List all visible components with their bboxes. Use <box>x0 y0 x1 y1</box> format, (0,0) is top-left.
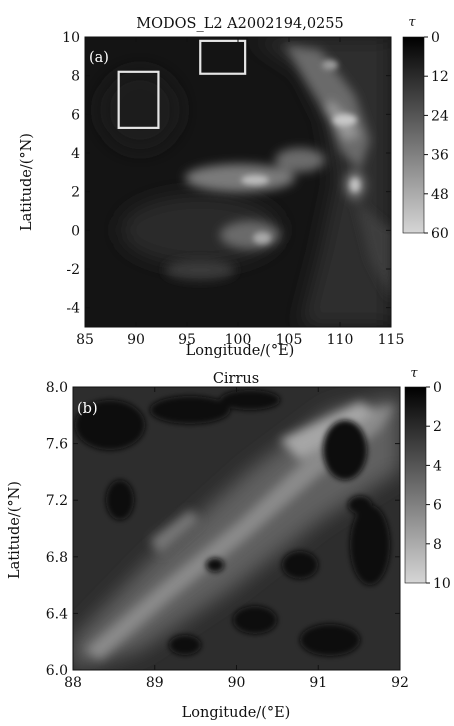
panel-a-ylabel: Latitude/(°N) <box>19 133 35 231</box>
colorbar-tick-label: 12 <box>431 69 449 85</box>
panel-b-axes: 88 89 90 91 92 8.0 7.6 7.2 6.8 6.4 6.0 <box>46 380 409 691</box>
panel-a: MODOS_L2 A2002194,0255 <box>19 15 449 359</box>
colorbar-tick-label: 60 <box>431 226 449 242</box>
y-tick-label: 6 <box>71 107 80 123</box>
panel-b-xlabel: Longitude/(°E) <box>182 705 291 721</box>
x-tick-label: 100 <box>225 332 252 348</box>
panel-b: Cirrus <box>7 366 451 721</box>
x-tick-label: 90 <box>228 675 246 691</box>
colorbar-tick-label: 0 <box>431 30 440 46</box>
y-tick-label: 7.2 <box>46 493 68 509</box>
panel-b-colorbar-ticks: 0 2 4 6 8 10 <box>426 380 451 592</box>
y-tick-label: -4 <box>66 301 80 317</box>
x-tick-label: 89 <box>146 675 164 691</box>
colorbar-tick-label: 24 <box>431 108 449 124</box>
panel-b-label: (b) <box>77 401 98 417</box>
panel-a-label: (a) <box>89 50 109 66</box>
colorbar-tick-label: 10 <box>433 576 451 592</box>
panel-a-colorbar-ticks: 0 12 24 36 48 60 <box>424 30 449 242</box>
y-tick-label: 2 <box>71 185 80 201</box>
panel-a-colorbar <box>402 36 425 234</box>
panel-a-image <box>85 37 391 327</box>
panel-b-colorbar-label: τ <box>410 366 418 381</box>
panel-a-xlabel: Longitude/(°E) <box>186 343 295 359</box>
panel-a-colorbar-label: τ <box>408 15 416 30</box>
x-tick-label: 105 <box>276 332 303 348</box>
x-tick-label: 95 <box>178 332 196 348</box>
x-tick-label: 90 <box>127 332 145 348</box>
panel-a-axes: 85 90 95 100 105 110 115 10 8 6 4 2 0 -2 -4 <box>62 30 404 348</box>
y-tick-label: 8.0 <box>46 380 68 396</box>
colorbar-tick-label: 2 <box>433 419 442 435</box>
panel-b-title: Cirrus <box>213 371 259 387</box>
panel-b-image <box>73 387 400 670</box>
x-tick-label: 92 <box>391 675 409 691</box>
colorbar-tick-label: 6 <box>433 498 442 514</box>
colorbar-tick-label: 4 <box>433 458 442 474</box>
colorbar-tick-label: 0 <box>433 380 442 396</box>
colorbar-tick-label: 8 <box>433 537 442 553</box>
x-tick-label: 85 <box>76 332 94 348</box>
y-tick-label: 8 <box>71 69 80 85</box>
annotation-box-b-region <box>117 70 160 129</box>
x-tick-label: 115 <box>378 332 405 348</box>
panel-b-colorbar <box>404 386 427 584</box>
panel-b-ylabel: Latitude/(°N) <box>7 481 23 579</box>
y-tick-label: 7.6 <box>46 437 68 453</box>
y-tick-label: 4 <box>71 146 80 162</box>
colorbar-tick-label: 48 <box>431 187 449 203</box>
y-tick-label: 6.4 <box>46 606 68 622</box>
panel-a-title: MODOS_L2 A2002194,0255 <box>136 16 343 32</box>
x-tick-label: 88 <box>64 675 82 691</box>
y-tick-label: -2 <box>66 262 80 278</box>
colorbar-tick-label: 36 <box>431 148 449 164</box>
y-tick-label: 6.0 <box>46 663 68 679</box>
y-tick-label: 6.8 <box>46 550 68 566</box>
x-tick-label: 110 <box>327 332 354 348</box>
x-tick-label: 91 <box>309 675 327 691</box>
annotation-box <box>199 39 247 75</box>
y-tick-label: 0 <box>71 223 80 239</box>
y-tick-label: 10 <box>62 30 80 46</box>
